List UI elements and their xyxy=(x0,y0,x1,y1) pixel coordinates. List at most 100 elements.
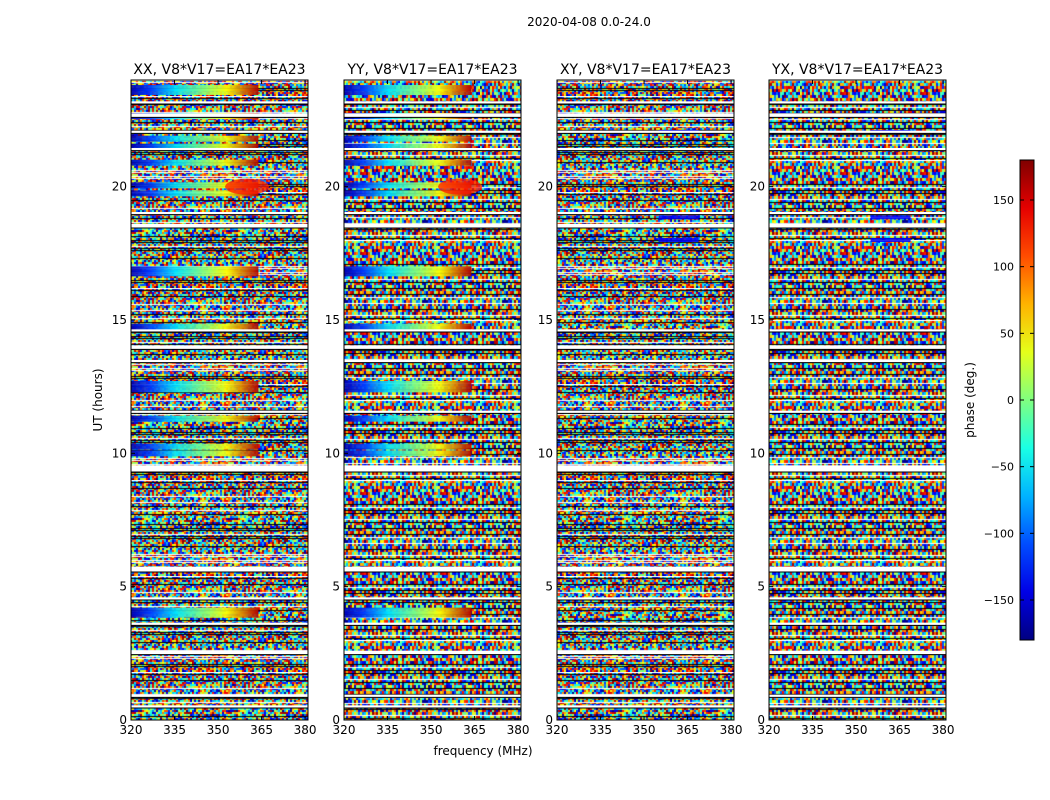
coherent-band xyxy=(131,89,259,95)
coherent-band xyxy=(131,270,259,277)
flagged-band xyxy=(769,360,946,363)
flagged-band xyxy=(557,329,734,332)
flagged-band xyxy=(557,212,734,215)
flagged-band xyxy=(769,212,946,215)
coherent-band xyxy=(344,386,472,393)
x-axis-label: frequency (MHz) xyxy=(433,744,532,758)
flagged-band xyxy=(769,101,946,104)
panel-frame xyxy=(556,79,735,721)
coherent-band xyxy=(344,611,472,618)
flagged-band xyxy=(131,212,308,215)
flagged-band xyxy=(344,212,521,215)
flagged-band xyxy=(344,410,521,414)
flagged-band xyxy=(769,329,946,332)
flagged-band xyxy=(344,650,521,655)
flagged-band xyxy=(769,597,946,600)
x-tick-label: 335 xyxy=(376,723,399,737)
panel-frame xyxy=(343,79,522,721)
flagged-band xyxy=(557,650,734,655)
panel-title: XX, V8*V17=EA17*EA23 xyxy=(133,62,305,78)
y-tick-label: 0 xyxy=(545,713,553,727)
flagged-band xyxy=(769,410,946,414)
y-tick-label: 10 xyxy=(325,446,340,460)
x-tick-label: 365 xyxy=(463,723,486,737)
colorbar-tick-label: −50 xyxy=(991,461,1014,474)
phase-blob xyxy=(225,178,270,195)
y-tick-label: 15 xyxy=(538,313,553,327)
flagged-band xyxy=(557,224,734,228)
panel-title: YX, V8*V17=EA17*EA23 xyxy=(771,62,943,78)
flagged-band xyxy=(131,566,308,572)
colorbar-tick-label: −150 xyxy=(984,594,1014,607)
y-tick-label: 10 xyxy=(538,446,553,460)
coherent-band xyxy=(344,381,472,387)
colorbar: 150 100 50 0 −50 −100 −150 xyxy=(984,159,1035,641)
flagged-band xyxy=(344,597,521,600)
coherent-band xyxy=(344,190,472,197)
panel-yy: YY, V8*V17=EA17*EA23 320 335 350 365 380 0 5 10 1… xyxy=(325,62,530,737)
colorbar-tick-label: −100 xyxy=(984,527,1014,540)
coherent-band xyxy=(131,381,259,387)
x-tick-label: 350 xyxy=(207,723,230,737)
flagged-band xyxy=(344,113,521,118)
coherent-band xyxy=(344,135,472,142)
x-tick-label: 350 xyxy=(633,723,656,737)
x-tick-label: 350 xyxy=(420,723,443,737)
flagged-band xyxy=(344,694,521,698)
coherent-band xyxy=(344,450,472,457)
flagged-band xyxy=(344,705,521,708)
coherent-band xyxy=(344,415,472,422)
colorbar-label: phase (deg.) xyxy=(963,362,977,438)
flagged-band xyxy=(131,410,308,414)
y-tick-label: 5 xyxy=(757,580,765,594)
x-tick-label: 320 xyxy=(758,723,781,737)
y-tick-label: 20 xyxy=(750,180,765,194)
flagged-band xyxy=(344,224,521,228)
flagged-band xyxy=(769,622,946,626)
heatmap-field xyxy=(769,80,946,720)
x-tick-label: 380 xyxy=(294,723,317,737)
x-tick-label: 365 xyxy=(250,723,273,737)
y-tick-label: 20 xyxy=(538,180,553,194)
flagged-band xyxy=(557,113,734,118)
panel-frame xyxy=(768,79,947,721)
y-tick-label: 10 xyxy=(750,446,765,460)
coherent-band xyxy=(131,143,259,150)
flagged-band xyxy=(131,622,308,626)
coherent-band xyxy=(131,266,259,273)
x-tick-label: 365 xyxy=(888,723,911,737)
flagged-band xyxy=(769,694,946,698)
flagged-band xyxy=(131,130,308,134)
coherent-band xyxy=(131,323,259,330)
flagged-band xyxy=(557,694,734,698)
coherent-band xyxy=(344,143,472,150)
flagged-band xyxy=(344,148,521,151)
x-tick-label: 380 xyxy=(507,723,530,737)
x-tick-label: 320 xyxy=(120,723,143,737)
flagged-band xyxy=(131,597,308,600)
coherent-band xyxy=(131,159,259,166)
panel-xx: XX, V8*V17=EA17*EA23 320 335 350 365 380 0 5 10 1… xyxy=(112,62,317,737)
flagged-band xyxy=(769,113,946,118)
flagged-band xyxy=(131,360,308,363)
flagged-band xyxy=(557,345,734,350)
coherent-band xyxy=(344,159,472,166)
colorbar-tick-label: 50 xyxy=(1000,327,1014,340)
flagged-band xyxy=(344,465,521,472)
colorbar-tick-label: 100 xyxy=(993,261,1014,274)
y-tick-label: 5 xyxy=(332,580,340,594)
y-tick-label: 15 xyxy=(325,313,340,327)
coherent-band xyxy=(131,190,259,197)
y-axis-label: UT (hours) xyxy=(91,368,105,431)
flagged-band xyxy=(344,329,521,332)
coherent-band xyxy=(870,238,911,242)
x-tick-label: 320 xyxy=(333,723,356,737)
flagged-band xyxy=(131,345,308,350)
flagged-band xyxy=(131,465,308,472)
coherent-band xyxy=(344,85,472,91)
coherent-band xyxy=(344,270,472,277)
coherent-band xyxy=(344,323,472,330)
x-tick-label: 350 xyxy=(845,723,868,737)
flagged-band xyxy=(131,113,308,118)
y-tick-label: 20 xyxy=(325,180,340,194)
